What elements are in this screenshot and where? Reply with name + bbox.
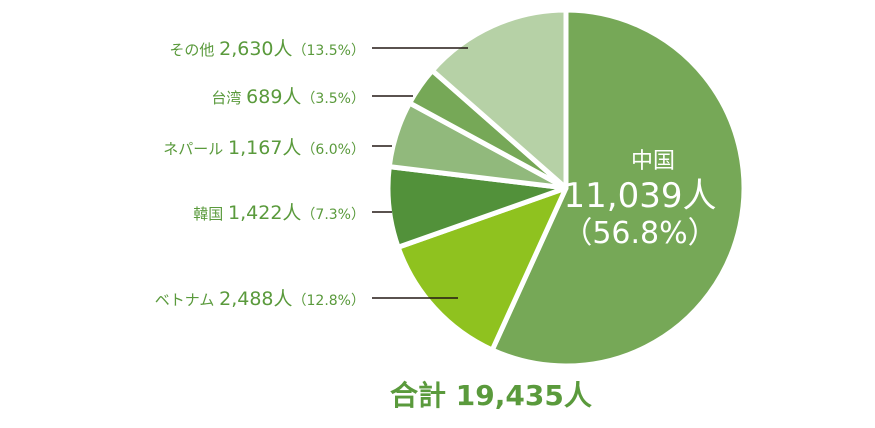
- slice-1-percent: （12.8%）: [293, 293, 365, 309]
- slice-3-percent: （6.0%）: [301, 142, 365, 158]
- slice-3-value: 1,167人: [228, 137, 301, 159]
- slice-5-label: その他 2,630人（13.5%）: [169, 38, 365, 60]
- slice-0-value: 11,039人: [564, 176, 717, 216]
- slice-2-label: 韓国 1,422人（7.3%）: [193, 202, 365, 224]
- slice-1-wedge: [395, 185, 569, 353]
- slice-5-value: 2,630人: [219, 38, 292, 60]
- total-value: 19,435人: [455, 379, 592, 412]
- slice-0-name: 中国: [631, 149, 675, 174]
- slice-4-percent: （3.5%）: [301, 91, 365, 107]
- slice-1-label: ベトナム 2,488人（12.8%）: [155, 288, 365, 310]
- slice-4-label: 台湾 689人（3.5%）: [211, 86, 365, 108]
- pie-slices: [385, 7, 747, 369]
- slice-2-percent: （7.3%）: [301, 207, 365, 223]
- slice-5-percent: （13.5%）: [293, 43, 365, 59]
- leader-lines: [372, 47, 468, 299]
- slice-1-name: ベトナム: [155, 291, 219, 309]
- slice-5-wedge: [429, 7, 569, 191]
- slice-5-name: その他: [169, 41, 219, 59]
- slice-2-value: 1,422人: [228, 202, 301, 224]
- slice-4-name: 台湾: [211, 89, 246, 107]
- slice-2-name: 韓国: [193, 205, 228, 223]
- slice-4-value: 689人: [246, 86, 301, 108]
- slice-0-wedge: [489, 7, 747, 369]
- slice-3-label: ネパール 1,167人（6.0%）: [163, 137, 365, 159]
- total-title: 合計: [390, 379, 447, 412]
- slice-0-percent: （56.8%）: [562, 216, 717, 251]
- slice-1-value: 2,488人: [219, 288, 292, 310]
- total-label: 合計 19,435人: [390, 374, 592, 414]
- slice-3-name: ネパール: [163, 140, 228, 158]
